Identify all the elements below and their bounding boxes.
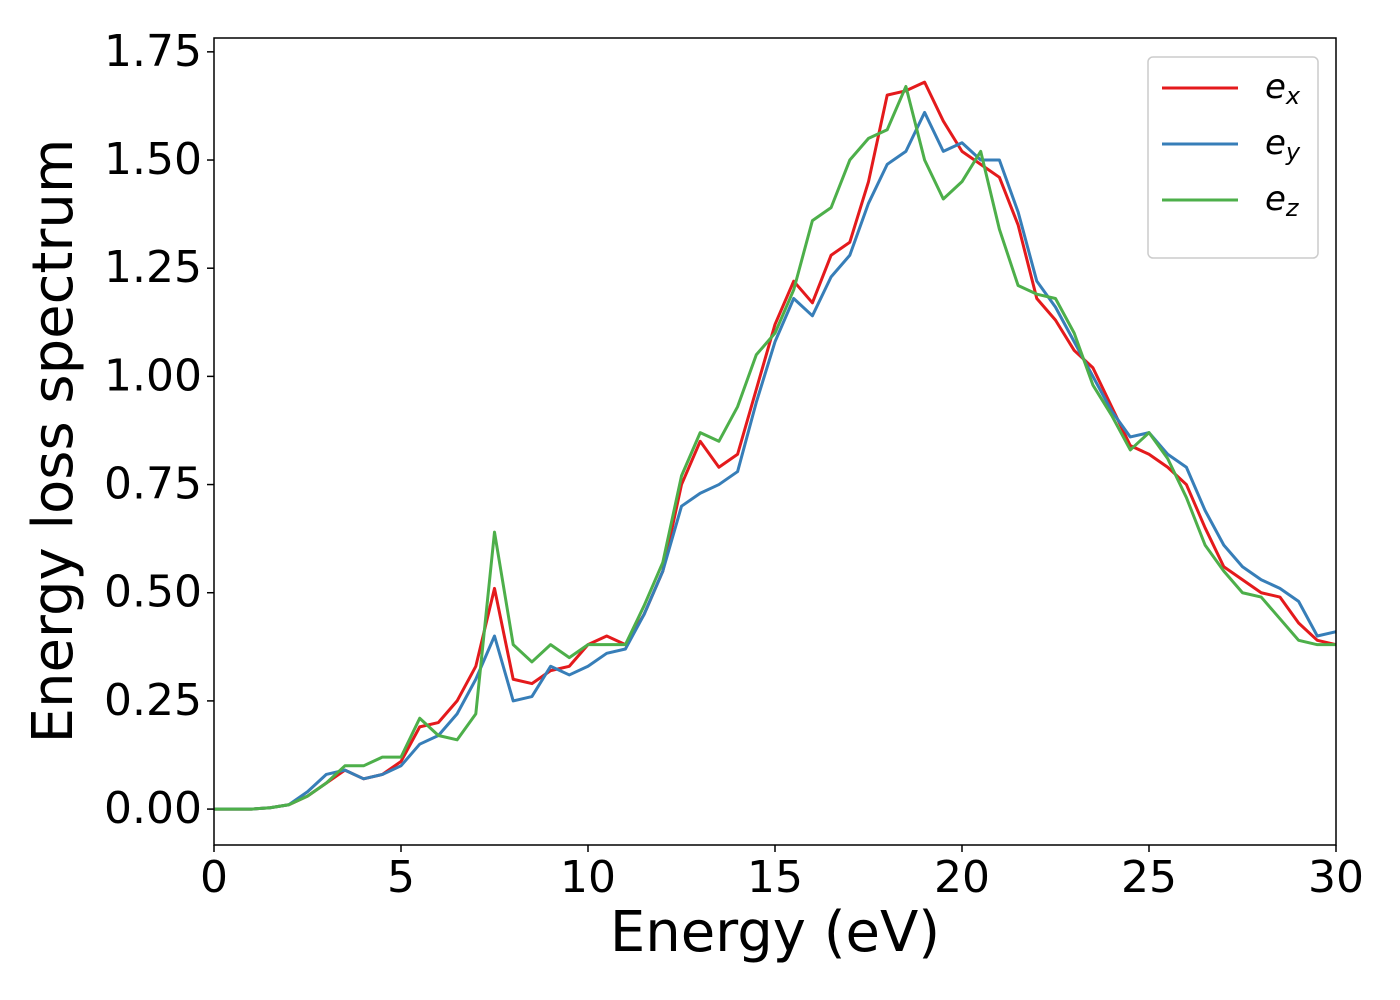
- x-tick-label: 20: [934, 852, 990, 903]
- legend-label: ey: [1265, 123, 1301, 167]
- y-tick-label: 1.75: [104, 26, 202, 77]
- y-axis-label: Energy loss spectrum: [21, 139, 86, 744]
- x-tick-label: 30: [1308, 852, 1364, 903]
- y-tick-label: 0.00: [104, 783, 202, 834]
- x-tick-label: 15: [747, 852, 803, 903]
- x-tick-label: 10: [560, 852, 616, 903]
- y-tick-label: 1.25: [104, 242, 202, 293]
- y-tick-label: 1.50: [104, 134, 202, 185]
- y-tick-label: 0.75: [104, 459, 202, 510]
- x-tick-label: 0: [200, 852, 228, 903]
- x-tick-label: 25: [1121, 852, 1177, 903]
- x-tick-label: 5: [387, 852, 415, 903]
- plot-frame: [213, 37, 1337, 846]
- y-tick-label: 0.25: [104, 675, 202, 726]
- legend-box: [1147, 56, 1319, 259]
- y-tick-label: 1.00: [104, 350, 202, 401]
- legend-label: ez: [1265, 179, 1300, 223]
- series-line: [214, 84, 1336, 811]
- y-tick-label: 0.50: [104, 567, 202, 618]
- legend-label: ex: [1265, 67, 1301, 111]
- x-axis-label: Energy (eV): [610, 900, 940, 965]
- series-line: [214, 80, 1336, 811]
